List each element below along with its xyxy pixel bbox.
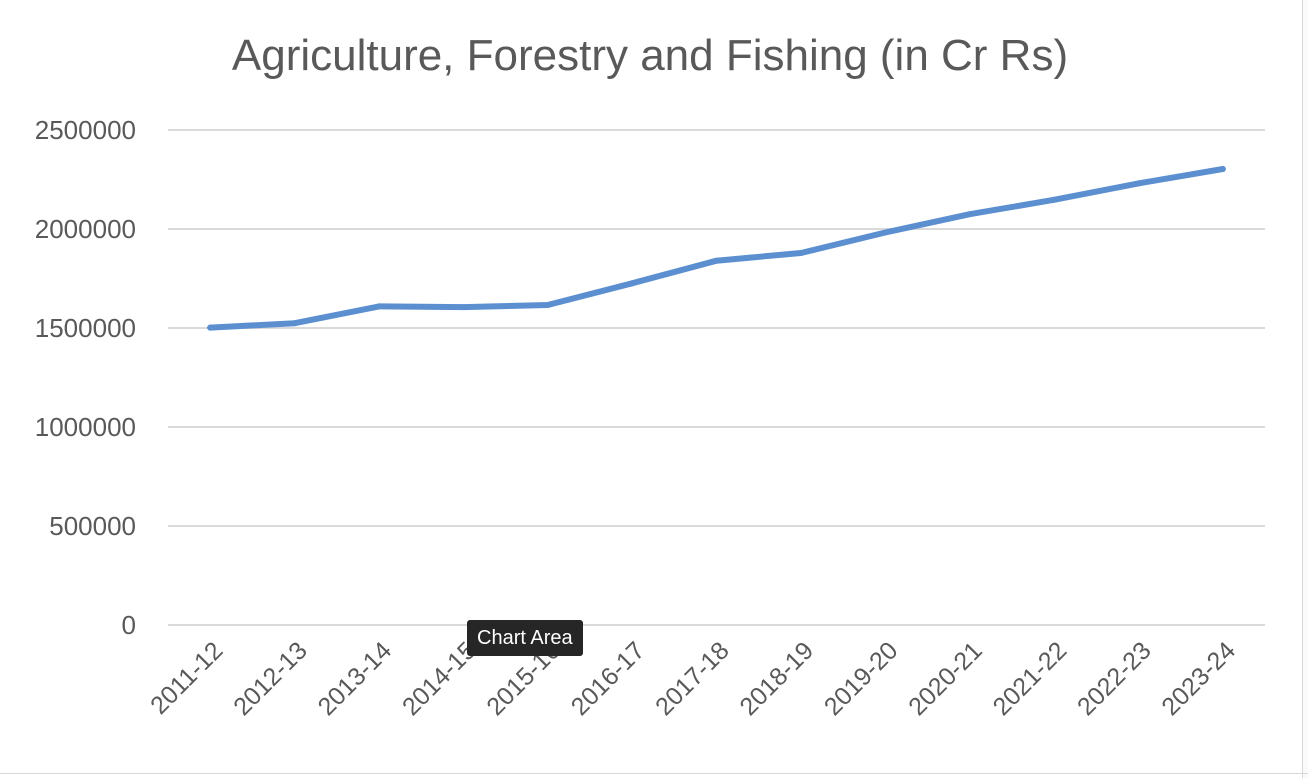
data-point[interactable] bbox=[1135, 180, 1142, 187]
x-tick-label: 2013-14 bbox=[313, 636, 398, 721]
x-tick-label: 2012-13 bbox=[228, 636, 313, 721]
chart-bottom-border bbox=[0, 773, 1308, 774]
data-point[interactable] bbox=[376, 303, 382, 310]
y-tick-label: 2000000 bbox=[35, 214, 136, 244]
x-tick-label: 2017-18 bbox=[650, 636, 735, 721]
y-tick-label: 0 bbox=[122, 610, 136, 640]
series-line[interactable] bbox=[207, 166, 1226, 331]
data-point[interactable] bbox=[1219, 166, 1226, 172]
data-point[interactable] bbox=[207, 324, 214, 331]
x-tick-label: 2011-12 bbox=[145, 636, 228, 719]
y-tick-label: 1500000 bbox=[35, 313, 136, 343]
x-axis-labels: 2011-12 2012-13 2013-14 2014-15 2015-16 2016-… bbox=[145, 636, 1241, 721]
data-point[interactable] bbox=[629, 280, 636, 287]
data-point[interactable] bbox=[882, 229, 889, 236]
data-point[interactable] bbox=[797, 250, 804, 256]
x-tick-label: 2022-23 bbox=[1072, 636, 1157, 721]
data-point[interactable] bbox=[291, 320, 298, 327]
chart-title: Agriculture, Forestry and Fishing (in Cr… bbox=[232, 31, 1068, 80]
data-point[interactable] bbox=[966, 211, 973, 218]
window-edge-divider bbox=[1302, 0, 1303, 778]
data-point[interactable] bbox=[544, 302, 551, 308]
window-edge-strip bbox=[1303, 0, 1308, 778]
gridlines bbox=[168, 129, 1265, 626]
y-axis-labels: 0 500000 1000000 1500000 2000000 2500000 bbox=[35, 115, 136, 640]
series-layer[interactable] bbox=[207, 166, 1226, 331]
x-tick-label: 2021-22 bbox=[988, 636, 1073, 721]
x-tick-label: 2018-19 bbox=[734, 636, 819, 721]
x-tick-label: 2019-20 bbox=[819, 636, 904, 721]
y-tick-label: 500000 bbox=[49, 511, 136, 541]
y-tick-label: 1000000 bbox=[35, 412, 136, 442]
x-tick-label: 2023-24 bbox=[1156, 636, 1241, 721]
data-point[interactable] bbox=[460, 304, 467, 311]
data-point[interactable] bbox=[713, 257, 720, 264]
y-tick-label: 2500000 bbox=[35, 115, 136, 145]
chart-area-tooltip: Chart Area bbox=[467, 620, 583, 656]
x-tick-label: 2020-21 bbox=[903, 636, 988, 721]
data-point[interactable] bbox=[1051, 196, 1057, 203]
